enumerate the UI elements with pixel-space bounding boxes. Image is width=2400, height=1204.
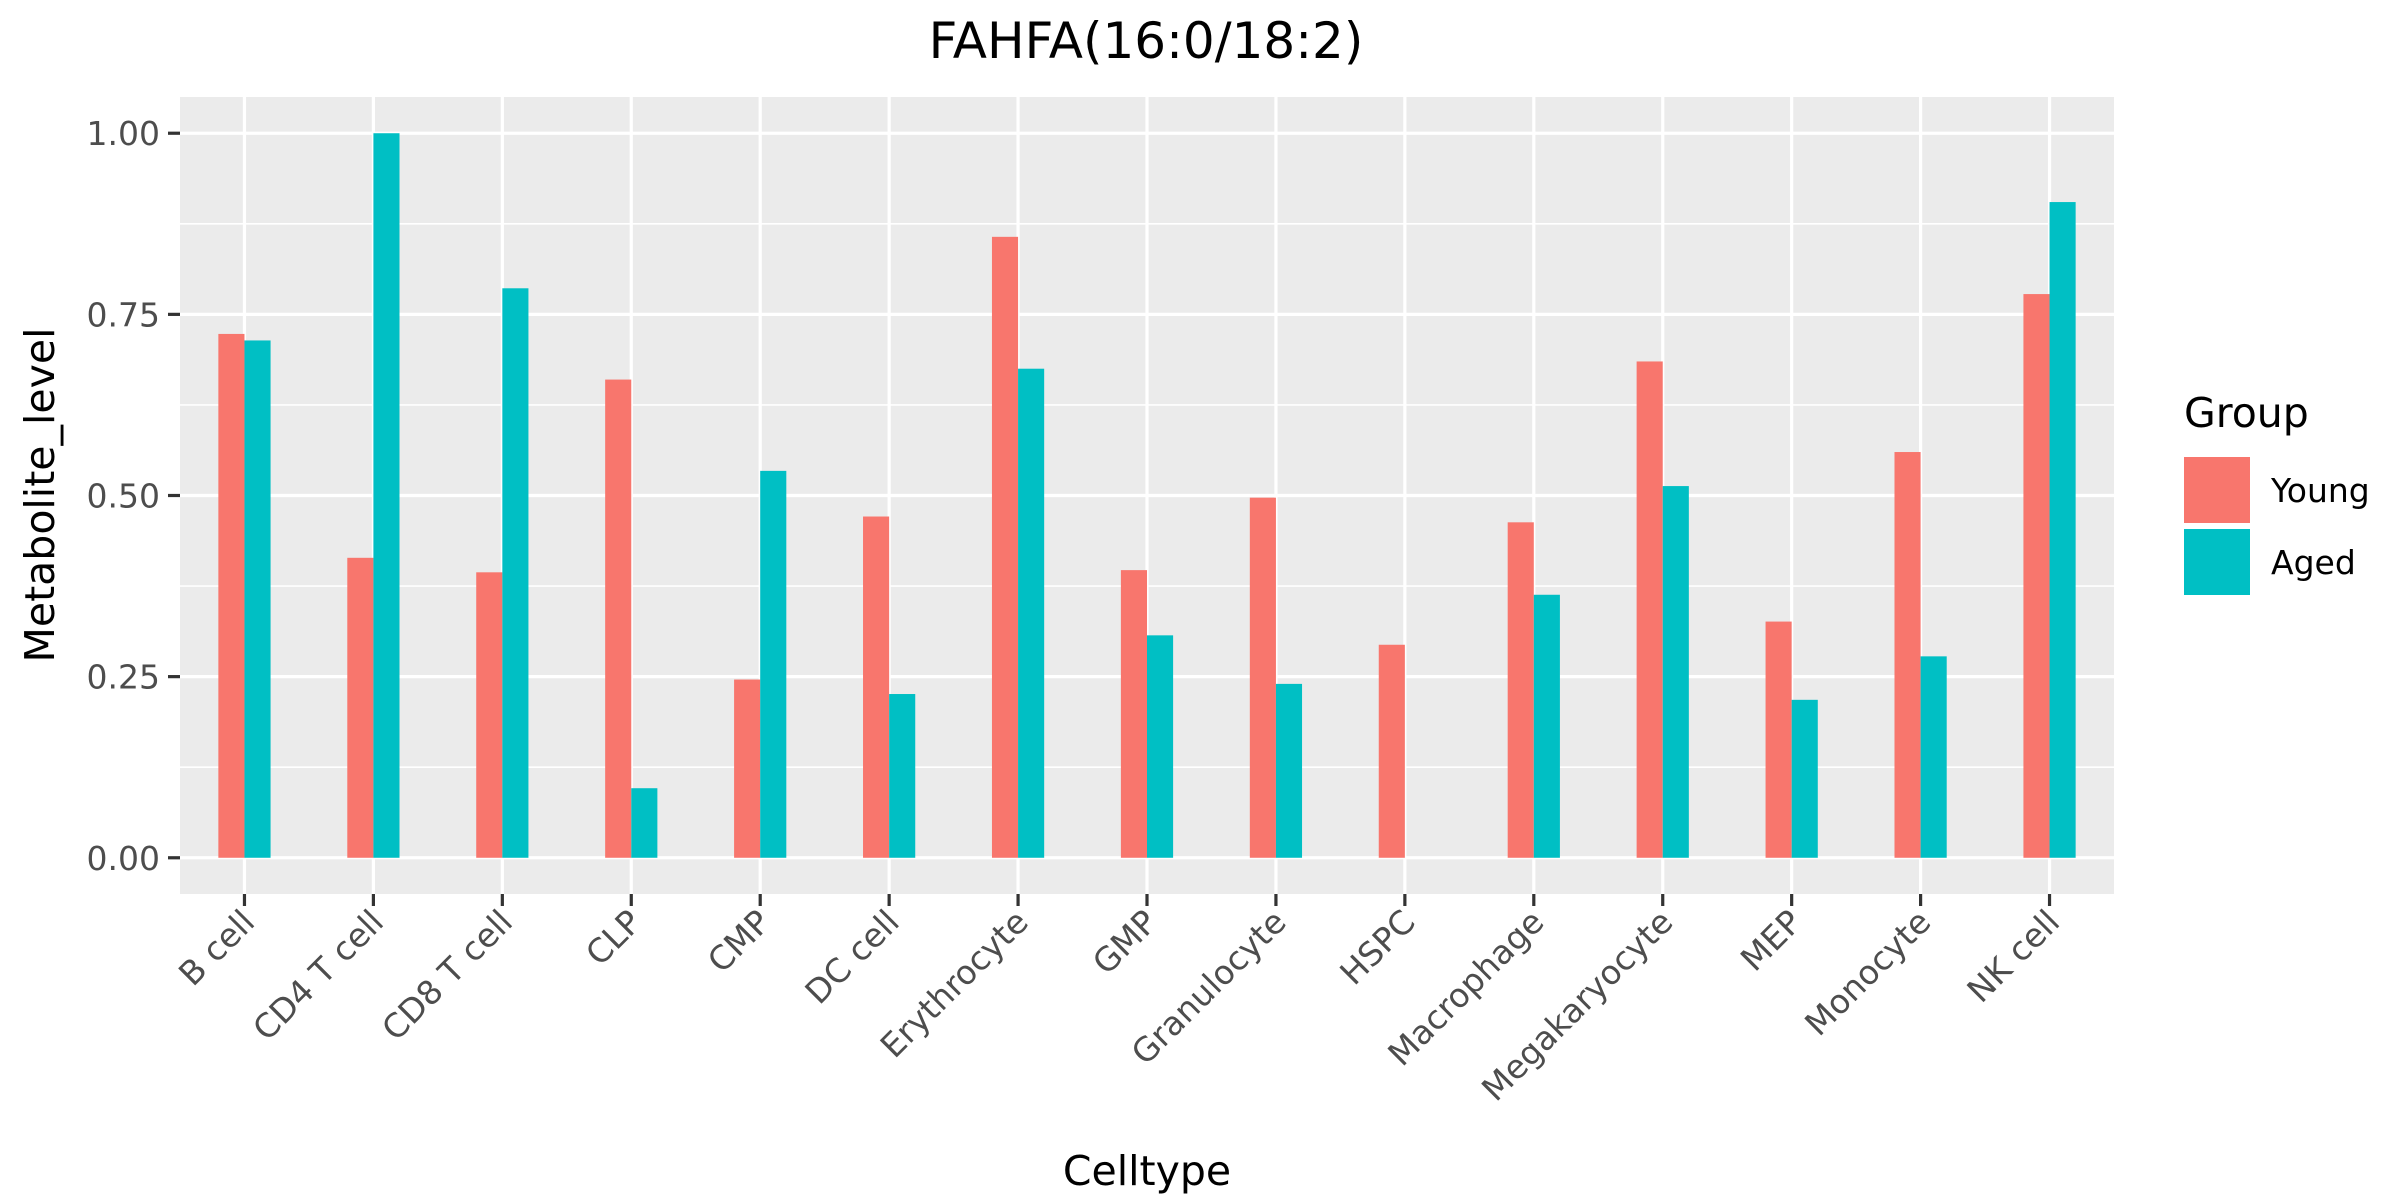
bar-aged xyxy=(1920,656,1947,858)
bar-young xyxy=(1765,621,1792,858)
bar-aged xyxy=(1533,594,1560,858)
y-axis: 0.00 0.25 0.50 0.75 1.00 xyxy=(87,114,180,878)
bar-aged xyxy=(1791,699,1818,858)
bar-aged xyxy=(1147,635,1174,858)
y-axis-title: Metabolite_level xyxy=(16,328,64,663)
bar-young xyxy=(1507,522,1534,858)
bar-young xyxy=(605,379,632,858)
x-tick-label: HSPC xyxy=(1332,902,1422,992)
x-tick-label: Monocyte xyxy=(1797,902,1938,1043)
legend: Group Young Aged xyxy=(2184,389,2370,595)
bars xyxy=(218,133,2076,858)
bar-aged xyxy=(1662,486,1689,858)
legend-key-young xyxy=(2184,457,2250,523)
bar-young xyxy=(991,236,1019,858)
bar-aged xyxy=(244,340,271,858)
bar-aged xyxy=(373,133,400,858)
bar-aged xyxy=(760,470,787,858)
bar-aged xyxy=(631,788,658,858)
bar-young xyxy=(2023,294,2050,858)
bar-young xyxy=(347,557,374,858)
x-tick-label: NK cell xyxy=(1959,902,2067,1010)
x-tick-label: DC cell xyxy=(797,902,906,1011)
bar-young xyxy=(734,679,761,858)
x-tick-label: CD8 T cell xyxy=(374,902,520,1048)
legend-title: Group xyxy=(2184,389,2309,437)
legend-label-aged: Aged xyxy=(2271,543,2356,582)
bar-young xyxy=(863,516,890,858)
legend-label-young: Young xyxy=(2270,471,2370,510)
x-tick-label: CLP xyxy=(578,902,649,973)
bar-aged xyxy=(1275,683,1303,858)
y-tick-label: 0.00 xyxy=(87,839,160,878)
x-tick-label: MEP xyxy=(1733,902,1810,979)
x-tick-label: CMP xyxy=(700,902,778,980)
bar-young xyxy=(1636,361,1663,858)
y-tick-label: 0.50 xyxy=(87,477,160,516)
bar-aged xyxy=(2049,202,2076,858)
bar-young xyxy=(1249,497,1276,858)
y-tick-label: 1.00 xyxy=(87,114,160,153)
y-tick-label: 0.75 xyxy=(87,295,160,334)
legend-items: Young Aged xyxy=(2184,457,2370,595)
bar-aged xyxy=(1018,368,1045,858)
y-tick-label: 0.25 xyxy=(87,658,160,697)
bar-young xyxy=(476,572,503,858)
chart-title: FAHFA(16:0/18:2) xyxy=(929,12,1364,70)
bar-aged xyxy=(502,288,529,858)
x-tick-label: B cell xyxy=(171,902,262,993)
legend-key-aged xyxy=(2184,529,2250,595)
bar-young xyxy=(218,333,245,858)
bar-young xyxy=(1120,570,1147,858)
x-tick-label: GMP xyxy=(1085,902,1165,982)
x-tick-label: CD4 T cell xyxy=(245,902,391,1048)
x-axis-title: Celltype xyxy=(1063,1147,1231,1195)
bar-young xyxy=(1894,452,1921,858)
bar-young xyxy=(1378,644,1405,858)
bar-aged xyxy=(889,694,916,858)
